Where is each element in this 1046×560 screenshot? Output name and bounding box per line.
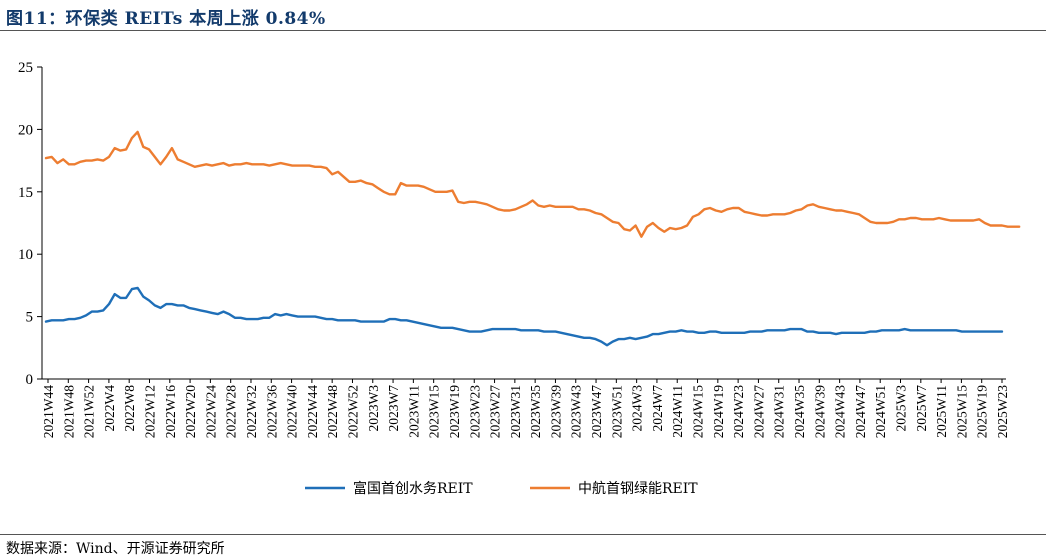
x-tick-label: 2024W19 xyxy=(711,385,726,438)
x-tick-label: 2023W3 xyxy=(366,385,381,432)
x-tick-label: 2024W27 xyxy=(751,385,766,438)
x-tick-label: 2023W47 xyxy=(589,385,604,438)
y-tick-label: 10 xyxy=(18,247,33,263)
x-tick-label: 2025W11 xyxy=(934,385,949,438)
x-tick-label: 2024W11 xyxy=(670,385,685,438)
x-tick-label: 2022W4 xyxy=(102,385,117,432)
x-tick-label: 2022W8 xyxy=(122,385,137,432)
x-tick-label: 2023W23 xyxy=(467,385,482,438)
x-tick-label: 2022W20 xyxy=(183,385,198,438)
x-tick-label: 2024W39 xyxy=(812,385,827,438)
y-tick-label: 5 xyxy=(26,310,34,326)
x-tick-label: 2021W48 xyxy=(61,385,76,438)
legend: 富国首创水务REIT 中航首钢绿能REIT xyxy=(305,480,698,497)
legend-label: 中航首钢绿能REIT xyxy=(578,481,698,497)
x-tick-label: 2023W31 xyxy=(508,385,523,438)
x-axis-ticks: 2021W44 2021W48 2021W52 2022W4 2022W8 2022W12… xyxy=(41,379,1010,438)
x-tick-label: 2024W35 xyxy=(792,385,807,438)
y-tick-label: 20 xyxy=(18,122,33,138)
x-tick-label: 2022W36 xyxy=(264,385,279,438)
x-tick-label: 2024W51 xyxy=(873,385,888,438)
x-tick-label: 2023W39 xyxy=(548,385,563,438)
x-tick-label: 2022W16 xyxy=(163,385,178,438)
figure-title: 图11：环保类 REITs 本周上涨 0.84% xyxy=(6,9,326,29)
x-tick-label: 2023W19 xyxy=(447,385,462,438)
x-tick-label: 2024W15 xyxy=(691,385,706,438)
x-tick-label: 2024W23 xyxy=(731,385,746,438)
x-tick-label: 2022W12 xyxy=(142,385,157,438)
footer-divider xyxy=(0,534,1046,535)
axes xyxy=(41,67,1006,380)
x-tick-label: 2023W7 xyxy=(386,385,401,432)
x-tick-label: 2024W7 xyxy=(650,385,665,432)
x-tick-label: 2022W44 xyxy=(305,385,320,438)
x-tick-label: 2025W3 xyxy=(894,385,909,432)
y-tick-label: 25 xyxy=(18,60,33,76)
x-tick-label: 2023W11 xyxy=(406,385,421,438)
series-lines xyxy=(44,130,1021,347)
y-axis-ticks: 0 5 10 15 20 25 xyxy=(18,60,42,388)
y-tick-label: 0 xyxy=(26,372,34,388)
x-tick-label: 2024W3 xyxy=(630,385,645,432)
series-line-fuguo-shouchuang xyxy=(44,286,1004,347)
series-line-zhonghang-shougang xyxy=(44,130,1021,238)
x-tick-label: 2025W19 xyxy=(975,385,990,438)
x-tick-label: 2022W48 xyxy=(325,385,340,438)
x-tick-label: 2024W47 xyxy=(853,385,868,438)
x-tick-label: 2021W52 xyxy=(82,385,97,438)
y-tick-label: 15 xyxy=(18,185,33,201)
title-divider xyxy=(0,30,1046,31)
legend-label: 富国首创水务REIT xyxy=(353,480,473,497)
x-tick-label: 2022W28 xyxy=(224,385,239,438)
x-tick-label: 2023W51 xyxy=(609,385,624,438)
x-tick-label: 2025W23 xyxy=(995,385,1010,438)
x-tick-label: 2023W35 xyxy=(528,385,543,438)
x-tick-label: 2023W43 xyxy=(569,385,584,438)
x-tick-label: 2023W27 xyxy=(488,385,503,438)
x-tick-label: 2022W32 xyxy=(244,385,259,438)
x-tick-label: 2022W40 xyxy=(285,385,300,438)
x-tick-label: 2025W7 xyxy=(914,385,929,432)
x-tick-label: 2024W31 xyxy=(772,385,787,438)
x-tick-label: 2024W43 xyxy=(833,385,848,438)
x-tick-label: 2022W24 xyxy=(203,385,218,438)
x-tick-label: 2023W15 xyxy=(427,385,442,438)
x-tick-label: 2022W52 xyxy=(345,385,360,438)
x-tick-label: 2021W44 xyxy=(41,385,56,438)
source-note: 数据来源：Wind、开源证券研究所 xyxy=(6,541,225,557)
x-tick-label: 2025W15 xyxy=(954,385,969,438)
